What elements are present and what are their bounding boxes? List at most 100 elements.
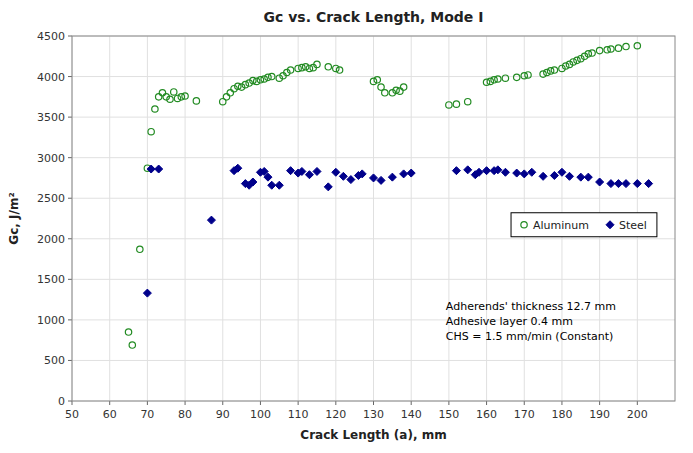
point	[622, 180, 630, 188]
x-tick	[448, 401, 449, 405]
points	[125, 43, 652, 349]
x-grid-line	[109, 36, 110, 401]
x-tick-label: 130	[363, 408, 384, 421]
y-tick-label: 4500	[37, 30, 65, 43]
point	[314, 61, 320, 67]
x-tick-label: 80	[178, 408, 192, 421]
x-tick	[109, 401, 110, 405]
point	[607, 180, 615, 188]
point	[129, 342, 135, 348]
y-tick	[68, 360, 72, 361]
x-tick	[298, 401, 299, 405]
point	[249, 178, 257, 186]
y-grid-line	[72, 157, 675, 158]
legend-frame	[511, 213, 657, 237]
point	[336, 67, 342, 73]
legend-label: Aluminum	[533, 219, 589, 232]
x-grid-line	[185, 36, 186, 401]
y-tick	[68, 117, 72, 118]
x-tick	[373, 401, 374, 405]
point	[242, 81, 248, 87]
x-tick	[72, 401, 73, 405]
point	[465, 99, 471, 105]
y-grid-line	[72, 76, 675, 77]
point	[370, 78, 376, 84]
point	[483, 167, 491, 175]
y-tick-label: 2500	[37, 192, 65, 205]
point	[377, 176, 385, 184]
point	[182, 93, 188, 99]
point	[268, 181, 276, 189]
point	[269, 73, 275, 79]
point	[494, 166, 502, 174]
point	[397, 88, 403, 94]
legend-marker	[521, 222, 527, 228]
point	[487, 78, 493, 84]
x-grid-line	[222, 36, 223, 401]
x-tick-label: 140	[401, 408, 422, 421]
x-grid-line	[448, 36, 449, 401]
y-tick-label: 3500	[37, 111, 65, 124]
legend: AluminumSteel	[511, 213, 657, 237]
x-tick	[599, 401, 600, 405]
axes: 5060708090100110120130140150160170180190…	[37, 30, 675, 421]
y-tick-label: 1500	[37, 273, 65, 286]
legend-marker	[606, 221, 614, 229]
point	[495, 76, 501, 82]
x-tick-label: 70	[140, 408, 154, 421]
point	[502, 75, 508, 81]
point	[147, 165, 155, 173]
grid	[72, 36, 675, 401]
point	[574, 57, 580, 63]
point	[207, 216, 215, 224]
x-tick-label: 190	[589, 408, 610, 421]
point	[608, 46, 614, 52]
x-tick-label: 200	[627, 408, 648, 421]
point	[287, 167, 295, 175]
point	[400, 84, 406, 90]
point	[520, 170, 528, 178]
point	[374, 77, 380, 83]
y-tick	[68, 401, 72, 402]
x-tick-label: 150	[438, 408, 459, 421]
point	[167, 96, 173, 102]
point	[305, 171, 313, 179]
point	[234, 164, 242, 172]
annotation: CHS = 1.5 mm/min (Constant)	[446, 330, 614, 343]
x-tick	[486, 401, 487, 405]
point	[302, 64, 308, 70]
point	[287, 67, 293, 73]
plot-frame	[72, 36, 675, 401]
y-tick	[68, 76, 72, 77]
annotation: Adhesive layer 0.4 mm	[446, 315, 573, 328]
series-1	[143, 164, 652, 297]
x-tick	[222, 401, 223, 405]
x-grid-line	[411, 36, 412, 401]
point	[155, 165, 163, 173]
point	[388, 173, 396, 181]
y-tick	[68, 279, 72, 280]
point	[596, 47, 602, 53]
point	[501, 168, 509, 176]
point	[275, 181, 283, 189]
point	[143, 289, 151, 297]
point	[539, 172, 547, 180]
point	[400, 170, 408, 178]
x-tick-label: 120	[325, 408, 346, 421]
y-grid-line	[72, 279, 675, 280]
point	[358, 170, 366, 178]
point	[645, 180, 653, 188]
x-grid-line	[335, 36, 336, 401]
point	[382, 90, 388, 96]
point	[137, 246, 143, 252]
point	[513, 169, 521, 177]
point	[558, 168, 566, 176]
x-grid-line	[373, 36, 374, 401]
point	[563, 63, 569, 69]
point	[528, 168, 536, 176]
x-axis-label: Crack Length (a), mm	[300, 428, 446, 442]
y-tick	[68, 238, 72, 239]
y-tick-label: 3000	[37, 152, 65, 165]
point	[551, 67, 557, 73]
point	[633, 180, 641, 188]
